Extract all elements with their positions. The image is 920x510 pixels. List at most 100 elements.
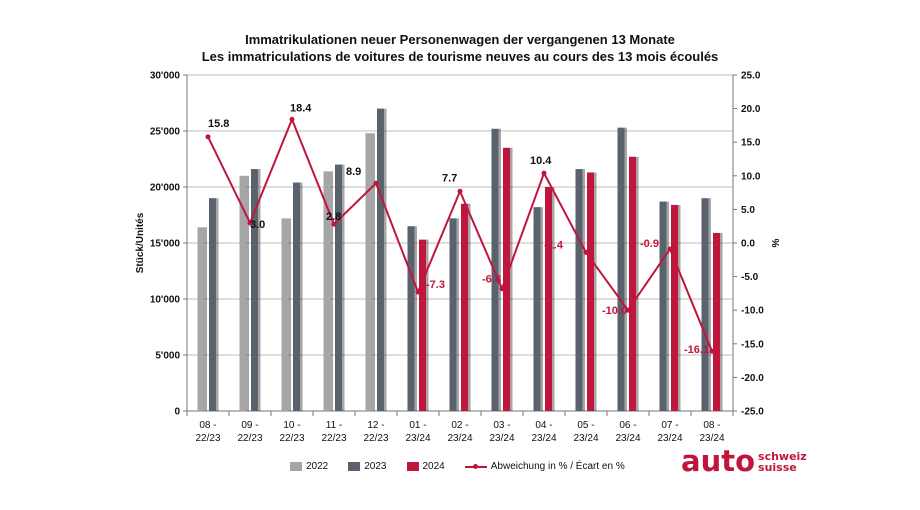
deviation-point (499, 286, 505, 292)
x-tick-label: 23/24 (405, 433, 430, 444)
bar-shade-2023 (666, 201, 669, 411)
bar-shade-2023 (540, 207, 543, 411)
x-tick-label: 22/23 (279, 433, 304, 444)
bar-2022 (239, 175, 247, 411)
y2-tick-label: 20.0 (741, 104, 761, 115)
legend-item-deviation: Abweichung in % / Écart en % (464, 461, 625, 472)
deviation-data-label: -0.9 (640, 238, 659, 250)
deviation-data-label: -16.1 (684, 344, 709, 356)
deviation-point (247, 220, 253, 226)
y2-tick-label: -15.0 (741, 339, 764, 350)
y-tick-label: 30'000 (150, 71, 181, 82)
y2-tick-label: 25.0 (741, 71, 761, 82)
x-tick-label: 04 - (535, 420, 552, 431)
legend-label-2022: 2022 (306, 461, 329, 472)
y2-tick-label: -10.0 (741, 306, 764, 317)
x-tick-label: 06 - (619, 420, 636, 431)
bar-shade-2023 (624, 127, 627, 411)
bar-2024 (503, 147, 510, 412)
x-tick-label: 01 - (409, 420, 426, 431)
bar-shade-2023 (498, 128, 501, 411)
bar-shade-2024 (510, 147, 513, 412)
deviation-data-label: 2.8 (326, 211, 341, 223)
bar-2024 (545, 187, 552, 411)
x-tick-label: 10 - (283, 420, 300, 431)
deviation-data-label: 8.9 (346, 166, 361, 178)
y-tick-label: 5'000 (155, 351, 180, 362)
legend-line-swatch (464, 462, 487, 472)
x-tick-label: 23/24 (699, 433, 724, 444)
bar-2024 (713, 232, 720, 411)
bar-2022 (365, 133, 373, 412)
deviation-point (709, 348, 715, 354)
x-tick-label: 22/23 (195, 433, 220, 444)
bar-shade-2023 (216, 198, 219, 411)
bar-2023 (533, 207, 541, 411)
chart-title: Immatrikulationen neuer Personenwagen de… (245, 32, 675, 47)
bar-2024 (671, 204, 678, 411)
x-tick-label: 07 - (661, 420, 678, 431)
y-tick-label: 0 (174, 407, 180, 418)
legend-swatch-2023 (348, 462, 361, 471)
bar-2023 (491, 128, 499, 411)
x-tick-label: 22/23 (321, 433, 346, 444)
bar-shade-2023 (384, 108, 387, 411)
bar-2023 (251, 169, 258, 411)
legend-item-2022: 2022 (290, 461, 328, 472)
y2-tick-label: -5.0 (741, 272, 759, 283)
deviation-data-label: -10.0 (602, 305, 627, 317)
bar-shade-2023 (258, 169, 261, 411)
logo-wordmark: auto (681, 444, 756, 478)
x-tick-label: 23/24 (489, 433, 514, 444)
bar-shade-2022 (246, 175, 249, 411)
legend-item-2023: 2023 (348, 461, 387, 472)
deviation-data-label: -6.8 (482, 274, 501, 286)
bar-shade-2023 (414, 226, 417, 411)
bar-shade-2023 (300, 182, 303, 411)
x-tick-label: 12 - (367, 420, 384, 431)
x-tick-label: 11 - (326, 420, 343, 431)
y-tick-label: 20'000 (150, 183, 181, 194)
legend-label-2024: 2024 (422, 461, 445, 472)
y2-tick-label: 10.0 (741, 171, 761, 182)
bar-shade-2024 (426, 239, 429, 411)
bar-2023 (575, 169, 583, 411)
x-tick-label: 08 - (199, 420, 216, 431)
bar-2023 (407, 226, 415, 411)
x-tick-label: 23/24 (573, 433, 598, 444)
y-tick-label: 25'000 (150, 127, 181, 138)
y2-tick-label: -25.0 (741, 407, 764, 418)
deviation-point (289, 116, 295, 122)
deviation-data-label: 10.4 (530, 155, 552, 167)
bar-2023 (335, 164, 342, 411)
logo-subtext: schweiz suisse (758, 451, 807, 473)
deviation-point (625, 307, 631, 313)
deviation-data-label: 18.4 (290, 102, 312, 114)
deviation-point (457, 188, 463, 194)
logo-line-schweiz: schweiz (758, 449, 807, 463)
chart-legend: 2022 2023 2024 Abweichung in % / Écart e… (290, 461, 645, 472)
bar-2023 (617, 127, 625, 411)
legend-swatch-2024 (406, 462, 419, 471)
legend-swatch-2022 (290, 462, 302, 471)
auto-schweiz-logo: auto schweiz suisse (681, 447, 807, 476)
deviation-data-label: 3.0 (250, 219, 265, 231)
bar-2024 (461, 203, 468, 411)
x-tick-label: 22/23 (363, 433, 388, 444)
bar-2023 (449, 218, 457, 411)
bar-2023 (701, 198, 709, 411)
x-tick-label: 22/23 (237, 433, 262, 444)
x-tick-label: 23/24 (531, 433, 556, 444)
deviation-data-label: -7.3 (426, 279, 445, 291)
y2-axis-title: % (771, 238, 782, 247)
x-tick-label: 03 - (493, 420, 510, 431)
y2-tick-label: 5.0 (741, 205, 755, 216)
y-tick-label: 15'000 (150, 239, 181, 250)
deviation-point (331, 221, 337, 227)
chart-subtitle: Les immatriculations de voitures de tour… (201, 49, 719, 64)
bar-2023 (377, 108, 384, 411)
x-tick-label: 23/24 (447, 433, 472, 444)
bar-shade-2023 (708, 198, 711, 411)
deviation-point (205, 134, 211, 140)
